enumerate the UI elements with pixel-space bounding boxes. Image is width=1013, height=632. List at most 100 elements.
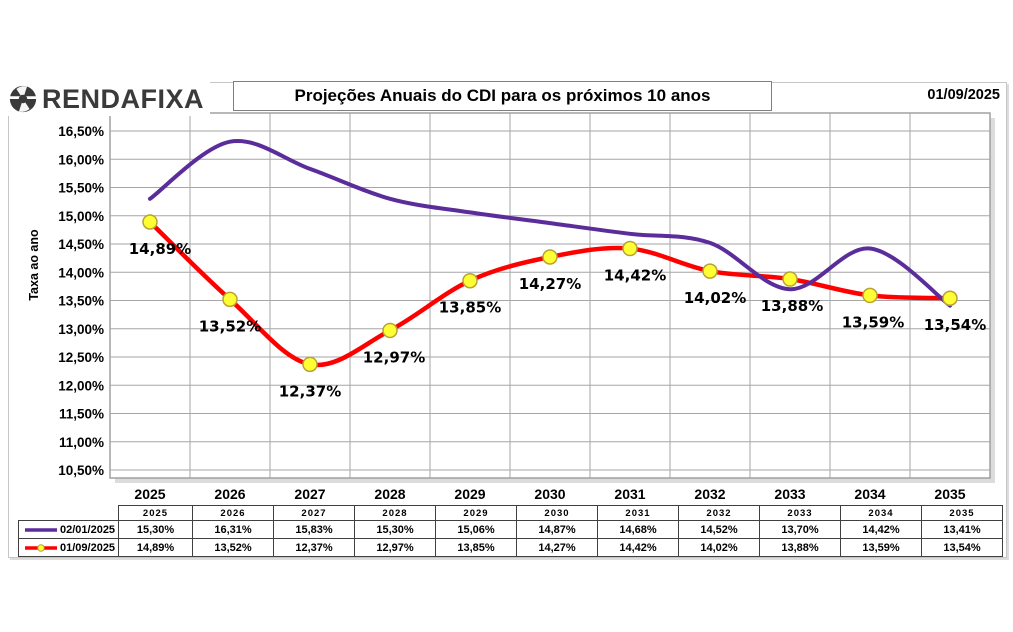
table-value-cell: 16,31%: [192, 520, 274, 539]
table-value-cell: 14,27%: [516, 538, 598, 557]
table-value-cell: 13,59%: [840, 538, 922, 557]
table-year-header: 2028: [354, 505, 436, 521]
data-point-label: 13,54%: [924, 316, 986, 334]
table-value-cell: 13,70%: [759, 520, 841, 539]
chart-title: Projeções Anuais do CDI para os próximos…: [294, 86, 711, 105]
y-axis-tick-label: 15,00%: [58, 209, 104, 224]
table-year-header: 2030: [516, 505, 598, 521]
table-value-cell: 14,42%: [840, 520, 922, 539]
x-axis-year-label: 2029: [454, 486, 485, 502]
y-axis-tick-label: 13,50%: [58, 294, 104, 309]
data-point-marker: [222, 291, 238, 308]
table-value-cell: 14,42%: [597, 538, 679, 557]
data-point-label: 14,27%: [519, 275, 581, 293]
table-value-cell: 14,02%: [678, 538, 760, 557]
y-axis-tick-label: 16,00%: [58, 152, 104, 167]
table-corner-blank: [19, 506, 119, 521]
data-point-marker: [942, 290, 958, 306]
y-axis-tick-label: 12,50%: [58, 350, 104, 365]
logo-wordmark: RENDAFIXA: [42, 83, 205, 114]
table-value-cell: 14,52%: [678, 520, 760, 539]
y-axis-title: Taxa ao ano: [27, 229, 41, 301]
table-year-header: 2033: [759, 505, 841, 521]
x-axis-year-label: 2033: [774, 486, 805, 502]
data-point-marker: [302, 356, 318, 373]
y-axis-tick-label: 14,00%: [58, 265, 104, 280]
table-value-cell: 13,54%: [921, 538, 1003, 557]
y-axis-tick-label: 14,50%: [58, 237, 104, 252]
table-value-cell: 12,97%: [354, 538, 436, 557]
table-year-header: 2032: [678, 505, 760, 521]
table-row: 02/01/2025 15,30% 16,31% 15,83% 15,30% 15,06%…: [18, 520, 1003, 539]
y-axis-tick-label: 12,00%: [58, 378, 104, 393]
table-year-header: 2034: [840, 505, 922, 521]
table-year-header: 2026: [192, 505, 274, 521]
data-point-marker: [542, 249, 558, 265]
report-date: 01/09/2025: [927, 87, 1000, 103]
table-year-header: 2029: [435, 505, 517, 521]
data-point-label: 13,59%: [842, 313, 904, 331]
x-axis-year-label: 2031: [614, 486, 645, 502]
x-axis-year-label: 2028: [374, 486, 405, 502]
table-value-cell: 15,30%: [118, 520, 193, 539]
data-point-marker: [142, 214, 158, 230]
data-point-label: 13,85%: [439, 299, 501, 317]
table-value-cell: 13,88%: [759, 538, 841, 557]
legend-cell-02-01-2025: 02/01/2025: [18, 520, 119, 539]
data-point-marker: [702, 263, 718, 279]
table-value-cell: 14,89%: [118, 538, 193, 557]
x-axis-year-label: 2027: [294, 486, 325, 502]
table-value-cell: 13,85%: [435, 538, 517, 557]
legend-line-swatch-icon: [25, 527, 57, 532]
table-value-cell: 14,87%: [516, 520, 598, 539]
x-axis-year-label: 2035: [934, 486, 965, 502]
series-line-02-01-2025: [148, 138, 952, 308]
table-value-cell: 14,68%: [597, 520, 679, 539]
x-axis-year-label: 2030: [534, 486, 565, 502]
plot-area: [109, 112, 991, 479]
data-point-label: 14,02%: [684, 289, 746, 307]
y-axis-tick-label: 13,00%: [58, 322, 104, 337]
data-point-marker: [782, 271, 798, 287]
data-point-marker: [862, 287, 878, 304]
x-axis-year-label: 2034: [854, 486, 885, 502]
x-axis-year-label: 2026: [214, 486, 245, 502]
x-axis-year-label: 2025: [134, 486, 165, 502]
table-value-cell: 15,06%: [435, 520, 517, 539]
data-point-label: 12,97%: [363, 348, 425, 366]
table-year-header: 2027: [273, 505, 355, 521]
table-value-cell: 13,41%: [921, 520, 1003, 539]
table-year-header: 2025: [118, 505, 193, 521]
legend-series-label: 02/01/2025: [60, 523, 116, 536]
y-axis-tick-label: 11,00%: [59, 435, 104, 450]
chart-title-box: Projeções Anuais do CDI para os próximos…: [233, 81, 772, 111]
y-axis-tick-label: 10,50%: [58, 463, 104, 478]
table-value-cell: 15,83%: [273, 520, 355, 539]
data-point-label: 13,52%: [199, 317, 261, 335]
y-axis-tick-label: 11,50%: [59, 407, 104, 422]
table-value-cell: 12,37%: [273, 538, 355, 557]
table-row: 01/09/2025 14,89% 13,52% 12,37% 12,97% 13,85%…: [18, 538, 1003, 557]
y-axis-tick-label: 16,50%: [58, 124, 104, 139]
data-point-label: 12,37%: [279, 382, 341, 400]
table-year-header: 2031: [597, 505, 679, 521]
values-table: 2025 2026 2027 2028 2029 2030 2031 2032 2033 2034…: [18, 505, 1003, 557]
table-value-cell: 15,30%: [354, 520, 436, 539]
legend-line-swatch-icon: [25, 543, 57, 552]
data-point-label: 14,89%: [129, 240, 191, 258]
series-line-01-09-2025: [147, 219, 953, 368]
data-point-label: 14,42%: [604, 267, 666, 285]
legend-series-label: 01/09/2025: [60, 541, 116, 554]
table-value-cell: 13,52%: [192, 538, 274, 557]
x-axis-year-label: 2032: [694, 486, 725, 502]
legend-cell-01-09-2025: 01/09/2025: [18, 538, 119, 557]
y-axis-tick-label: 15,50%: [58, 181, 104, 196]
table-year-header: 2035: [921, 505, 1003, 521]
data-point-marker: [622, 240, 638, 257]
rendafixa-logo: RENDAFIXA: [8, 82, 211, 116]
data-point-label: 13,88%: [761, 297, 823, 315]
data-point-marker: [382, 322, 398, 339]
rendafixa-circle-icon: [9, 85, 37, 113]
